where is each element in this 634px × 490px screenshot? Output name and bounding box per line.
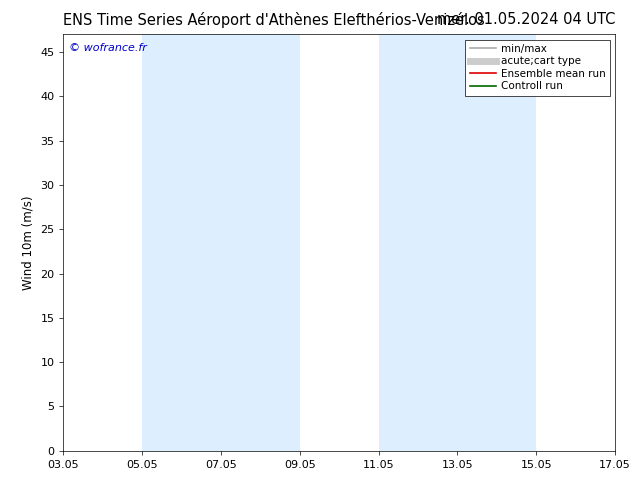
Text: © wofrance.fr: © wofrance.fr [69,43,147,52]
Legend: min/max, acute;cart type, Ensemble mean run, Controll run: min/max, acute;cart type, Ensemble mean … [465,40,610,96]
Text: ENS Time Series Aéroport d'Athènes Elefthérios-Venizélos: ENS Time Series Aéroport d'Athènes Eleft… [63,12,485,28]
Text: mer. 01.05.2024 04 UTC: mer. 01.05.2024 04 UTC [437,12,615,27]
Y-axis label: Wind 10m (m/s): Wind 10m (m/s) [22,196,35,290]
Bar [221,34,300,451]
Bar [457,34,536,451]
Bar [142,34,221,451]
Bar [378,34,457,451]
